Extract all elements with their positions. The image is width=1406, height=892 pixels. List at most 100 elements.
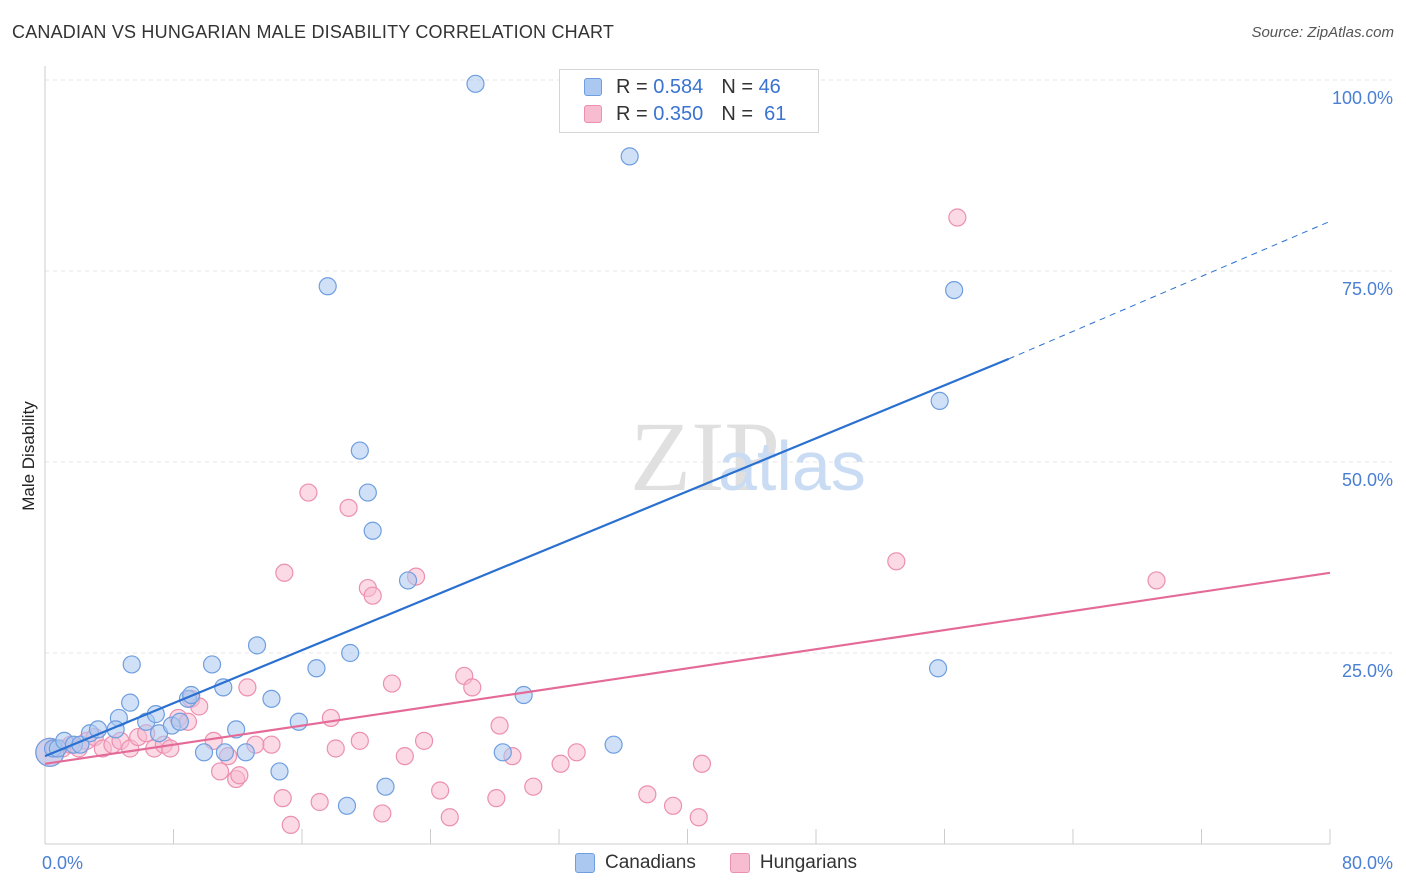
- canadians-point: [466, 74, 485, 93]
- series-legend: Canadians Hungarians: [575, 852, 891, 874]
- trend-lines: [44, 220, 1331, 765]
- hungarians-point: [638, 785, 657, 804]
- hungarians-point: [299, 483, 318, 502]
- canadians-trend-line: [44, 357, 1010, 758]
- canadians-point: [236, 743, 255, 762]
- canadians-point: [318, 277, 337, 296]
- canadians-point: [194, 743, 214, 762]
- hungarians-point: [487, 789, 506, 808]
- hungarians-point: [948, 208, 967, 227]
- watermark-atlas: atlas: [718, 427, 866, 505]
- hungarians-point: [663, 796, 683, 815]
- r-label: R =: [616, 75, 648, 98]
- canadians-point: [928, 659, 948, 678]
- y-tick-label: 25.0%: [1342, 661, 1393, 681]
- axes: [44, 66, 1331, 845]
- hungarians-point: [1147, 571, 1166, 590]
- hungarians-point: [431, 781, 450, 800]
- canadians-legend-swatch: [575, 853, 595, 873]
- canadians-point: [247, 636, 267, 655]
- hungarians-n-value: 61: [764, 102, 787, 125]
- canadians-point: [202, 655, 222, 674]
- legend-item-hungarians[interactable]: Hungarians: [729, 852, 858, 874]
- canadians-point: [121, 693, 140, 712]
- r-label: R =: [616, 102, 648, 125]
- n-label: N =: [721, 75, 753, 98]
- canadians-point: [307, 659, 326, 678]
- y-tick-label: 75.0%: [1342, 279, 1393, 299]
- legend-row-canadians: R = 0.584 N = 46: [584, 74, 781, 100]
- canadians-point: [337, 796, 357, 815]
- canadians-point: [262, 689, 281, 708]
- chart-title: CANADIAN VS HUNGARIAN MALE DISABILITY CO…: [12, 22, 615, 42]
- hungarians-point: [551, 754, 570, 773]
- y-tick-label: 100.0%: [1332, 88, 1393, 108]
- hungarians-legend-label: Hungarians: [759, 852, 858, 873]
- canadians-point: [620, 147, 639, 166]
- y-tick-labels: 25.0% 50.0% 75.0% 100.0%: [1332, 88, 1393, 681]
- watermark: ZIP atlas: [630, 401, 866, 512]
- canadians-point: [493, 743, 512, 762]
- hungarians-legend-swatch: [729, 853, 750, 873]
- canadians-r-value: 0.584: [653, 75, 704, 98]
- hungarians-point: [692, 754, 712, 773]
- canadians-legend-label: Canadians: [605, 852, 696, 873]
- hungarians-point: [275, 563, 294, 582]
- hungarians-point: [382, 674, 402, 693]
- canadians-point: [341, 643, 360, 663]
- canadians-point: [945, 281, 964, 300]
- canadians-point: [214, 678, 233, 697]
- y-tick-label: 50.0%: [1342, 470, 1393, 490]
- hungarians-point: [281, 815, 300, 835]
- hungarians-point: [363, 586, 382, 605]
- canadians-point: [270, 762, 289, 781]
- hungarians-point: [689, 808, 708, 827]
- hungarians-point: [490, 716, 509, 735]
- canadians-points: [35, 74, 964, 815]
- x-tick-label: 80.0%: [1342, 853, 1393, 873]
- canadians-swatch: [584, 78, 602, 96]
- canadians-point: [170, 712, 190, 731]
- canadians-point: [398, 571, 418, 590]
- x-tick-labels: 0.0% 80.0%: [42, 853, 1393, 873]
- hungarians-swatch: [584, 105, 602, 123]
- legend-item-canadians[interactable]: Canadians: [575, 852, 696, 874]
- hungarians-point: [373, 804, 392, 823]
- legend-row-hungarians: R = 0.350 N = 61: [584, 101, 786, 127]
- canadians-n-value: 46: [758, 75, 781, 98]
- x-tick-label: 0.0%: [42, 853, 83, 873]
- stats-legend: R = 0.584 N = 46 R = 0.350 N = 61: [559, 69, 819, 133]
- canadians-point: [930, 391, 949, 410]
- hungarians-point: [339, 498, 358, 517]
- canadians-point: [514, 685, 533, 705]
- hungarians-point: [567, 743, 586, 762]
- canadians-trend-extension: [1008, 220, 1331, 360]
- hungarians-point: [887, 552, 906, 571]
- hungarians-point: [463, 678, 482, 697]
- hungarians-point: [524, 777, 543, 796]
- hungarians-point: [210, 762, 230, 781]
- gridlines: [45, 79, 1392, 654]
- canadians-point: [358, 483, 377, 502]
- hungarians-trend-line: [44, 571, 1331, 765]
- hungarians-point: [310, 792, 329, 812]
- hungarians-point: [350, 731, 369, 750]
- hungarians-point: [238, 678, 257, 697]
- canadians-point: [604, 735, 623, 754]
- source-label: Source: ZipAtlas.com: [1251, 24, 1394, 41]
- canadians-point: [376, 777, 395, 796]
- canadians-point: [363, 521, 382, 540]
- y-axis-title: Male Disability: [19, 401, 38, 511]
- hungarians-point: [395, 747, 414, 766]
- hungarians-point: [321, 708, 341, 728]
- watermark-zip: ZIP: [630, 401, 780, 512]
- hungarians-point: [262, 735, 281, 754]
- hungarians-point: [414, 731, 434, 750]
- canadians-point: [215, 743, 234, 762]
- hungarians-point: [273, 789, 292, 808]
- hungarians-point: [440, 808, 459, 827]
- canadians-point: [122, 655, 141, 674]
- canadians-point: [350, 441, 369, 460]
- hungarians-point: [161, 739, 180, 758]
